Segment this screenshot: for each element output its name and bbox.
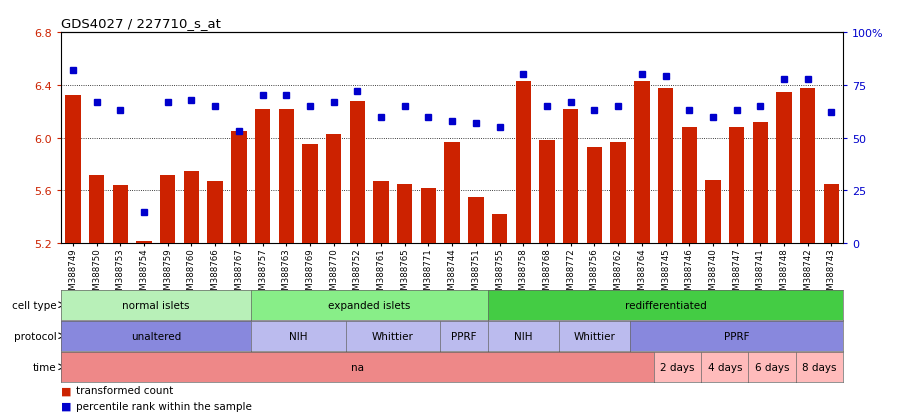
Bar <box>610 142 626 244</box>
Bar <box>563 109 578 244</box>
Bar <box>516 82 531 244</box>
Text: percentile rank within the sample: percentile rank within the sample <box>76 401 252 411</box>
Bar <box>681 128 697 244</box>
Text: GDS4027 / 227710_s_at: GDS4027 / 227710_s_at <box>61 17 221 29</box>
Bar <box>705 180 721 244</box>
Text: 4 days: 4 days <box>708 362 742 372</box>
Bar <box>112 186 128 244</box>
Text: normal islets: normal islets <box>122 300 190 310</box>
Text: na: na <box>351 362 364 372</box>
Bar <box>397 185 413 244</box>
Bar <box>492 215 507 244</box>
Text: PPRF: PPRF <box>451 331 476 341</box>
Bar <box>752 123 768 244</box>
Bar <box>89 175 104 244</box>
Bar <box>350 102 365 244</box>
Bar <box>539 141 555 244</box>
Bar <box>208 182 223 244</box>
Text: Whittier: Whittier <box>574 331 615 341</box>
Bar <box>468 197 484 244</box>
Bar <box>231 132 246 244</box>
Bar <box>777 92 792 244</box>
Text: PPRF: PPRF <box>724 331 750 341</box>
Text: unaltered: unaltered <box>131 331 181 341</box>
Text: Whittier: Whittier <box>372 331 414 341</box>
Bar <box>302 145 317 244</box>
Bar <box>326 134 342 244</box>
Text: NIH: NIH <box>289 331 307 341</box>
Bar <box>823 185 839 244</box>
Bar <box>634 82 649 244</box>
Text: 8 days: 8 days <box>802 362 837 372</box>
Text: redifferentiated: redifferentiated <box>625 300 707 310</box>
Text: transformed count: transformed count <box>76 385 173 395</box>
Bar <box>587 147 602 244</box>
Bar <box>66 96 81 244</box>
Text: 6 days: 6 days <box>755 362 789 372</box>
Bar <box>658 88 673 244</box>
Bar <box>373 182 388 244</box>
Bar <box>729 128 744 244</box>
Bar <box>421 188 436 244</box>
Bar <box>137 241 152 244</box>
Text: expanded islets: expanded islets <box>328 300 411 310</box>
Text: ■: ■ <box>61 385 72 395</box>
Bar <box>255 109 271 244</box>
Bar <box>160 175 175 244</box>
Text: cell type: cell type <box>12 300 57 310</box>
Text: 2 days: 2 days <box>660 362 695 372</box>
Bar <box>279 109 294 244</box>
Bar <box>444 142 460 244</box>
Text: time: time <box>33 362 57 372</box>
Bar <box>800 88 815 244</box>
Bar <box>183 171 200 244</box>
Text: NIH: NIH <box>514 331 532 341</box>
Text: protocol: protocol <box>13 331 57 341</box>
Text: ■: ■ <box>61 401 72 411</box>
